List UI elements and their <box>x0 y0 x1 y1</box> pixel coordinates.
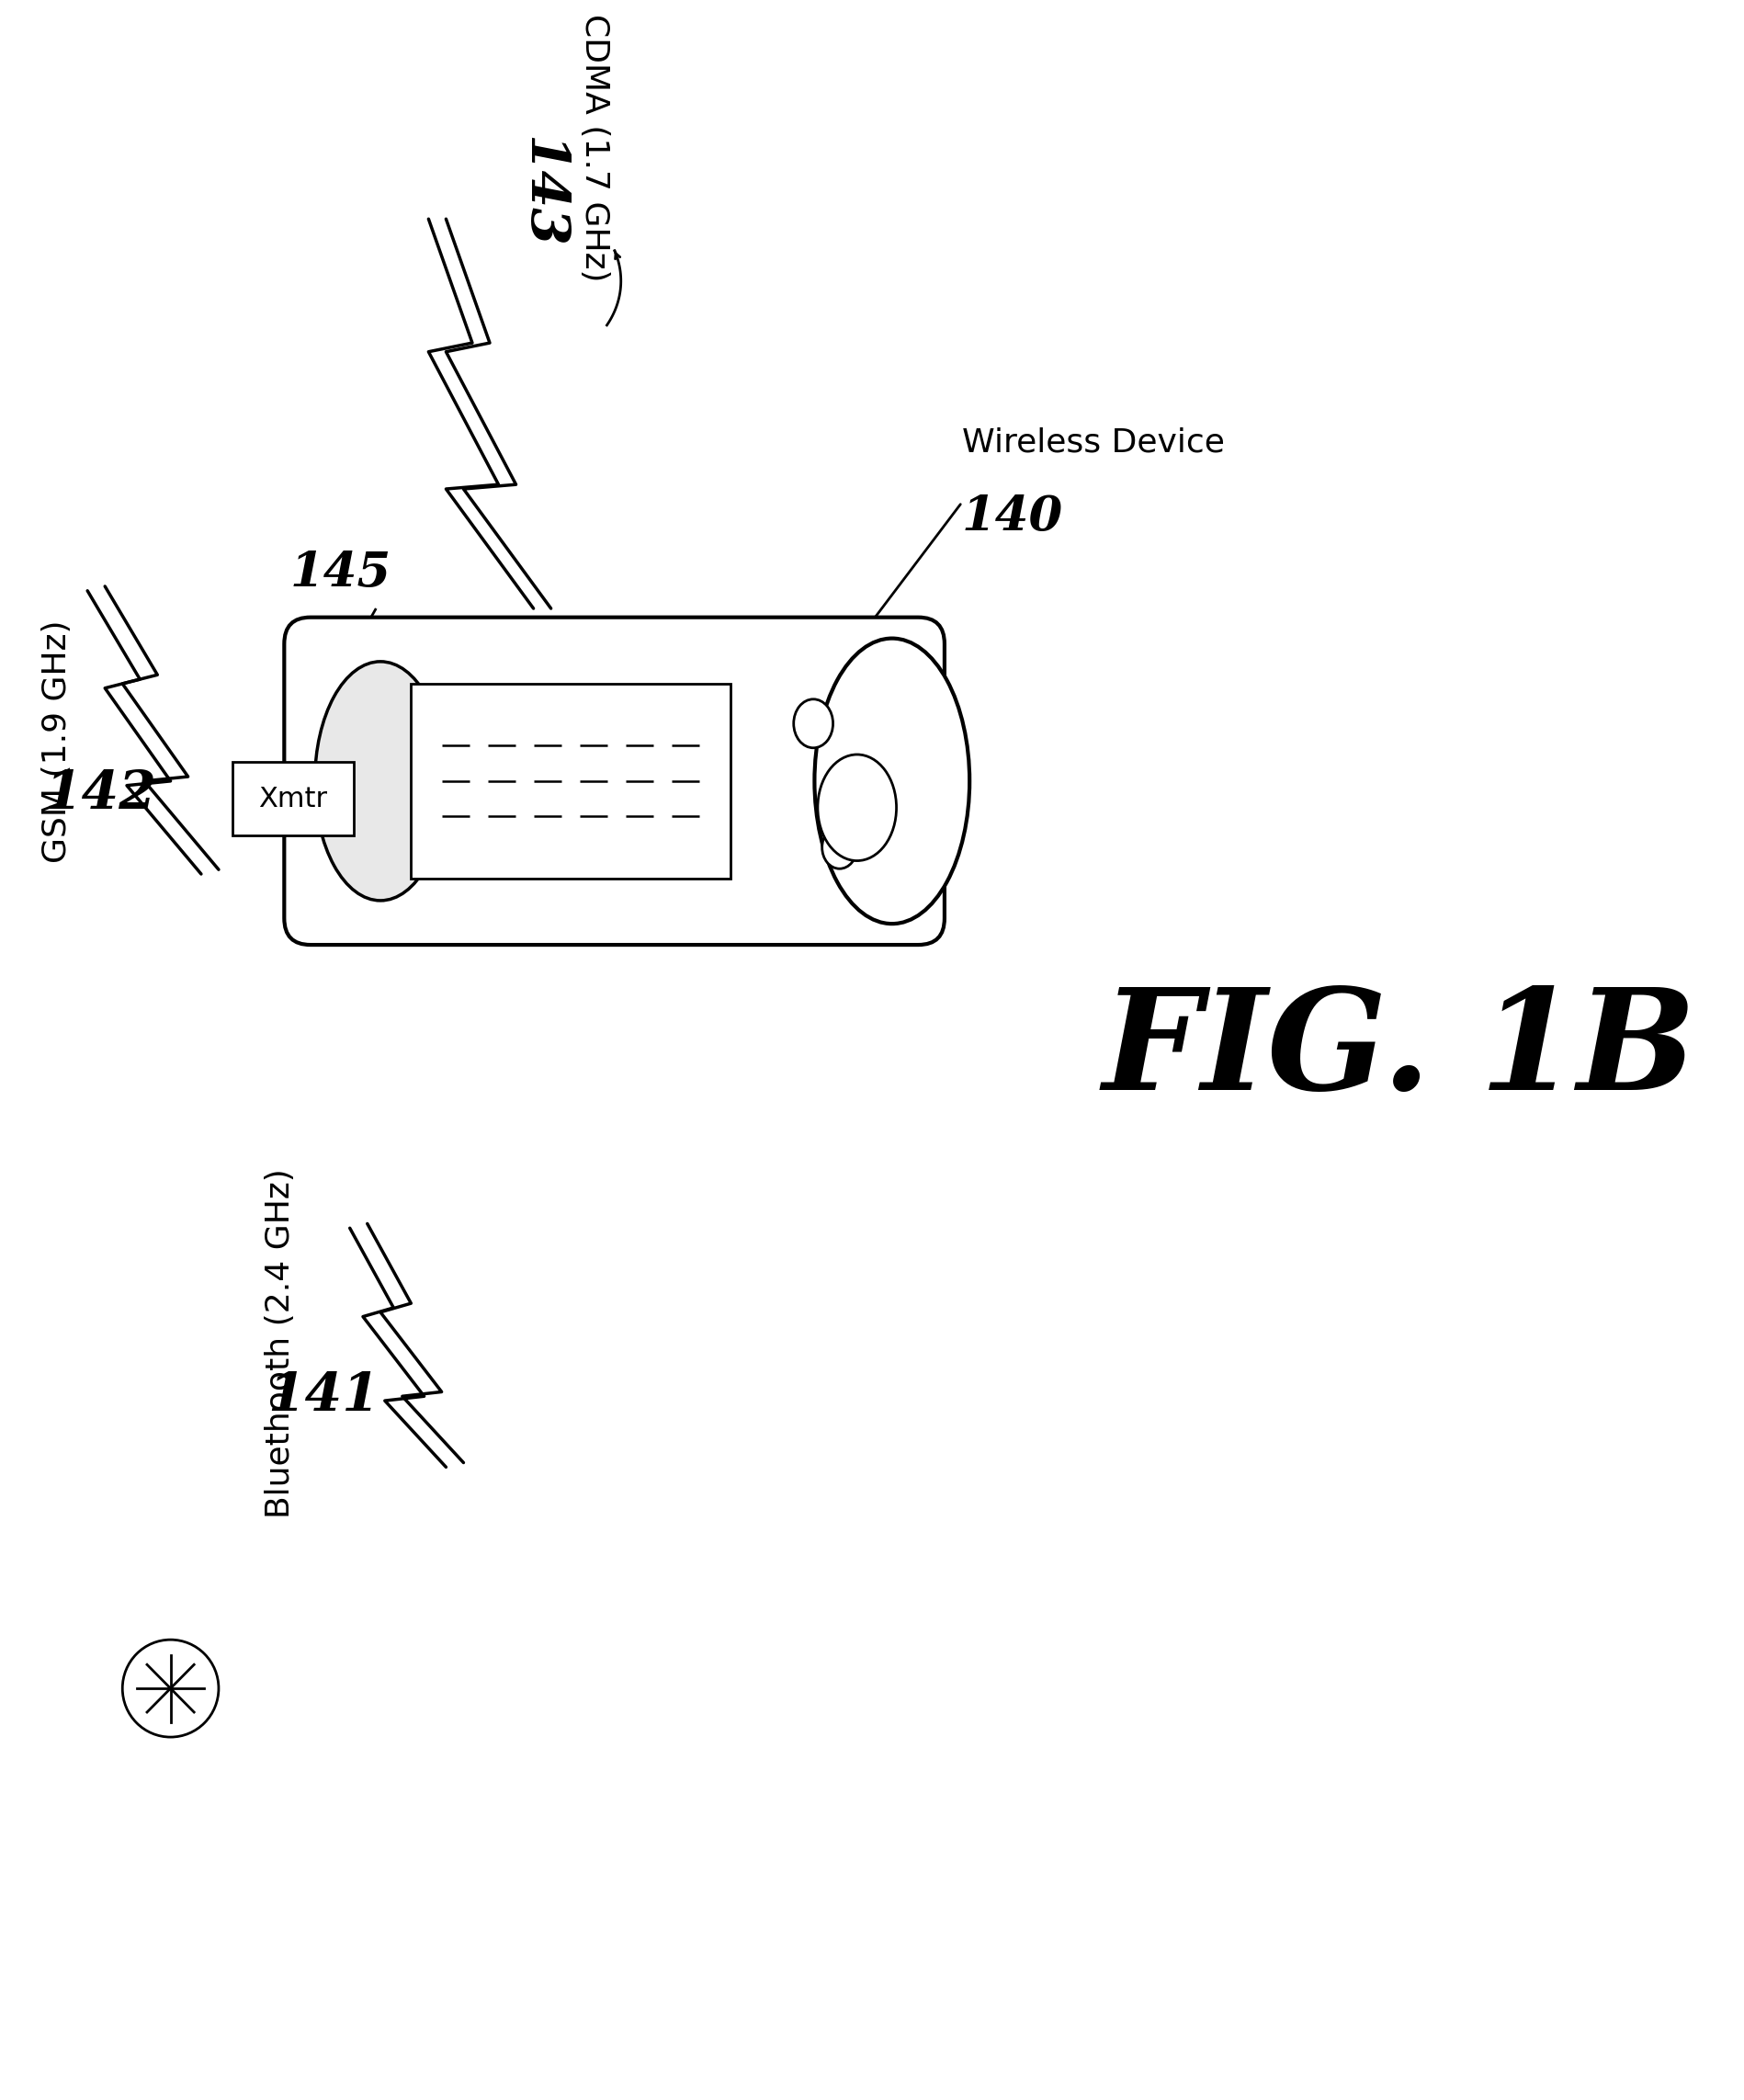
Text: 140: 140 <box>961 494 1062 540</box>
Text: 143: 143 <box>516 136 569 248</box>
Ellipse shape <box>794 699 832 748</box>
Text: 142: 142 <box>45 769 157 821</box>
Ellipse shape <box>314 662 446 901</box>
FancyBboxPatch shape <box>284 617 944 945</box>
Text: Xmtr: Xmtr <box>258 785 328 813</box>
FancyBboxPatch shape <box>412 685 729 878</box>
Text: CDMA (1.7 GHz): CDMA (1.7 GHz) <box>579 15 610 281</box>
Text: Bluethooth (2.4 GHz): Bluethooth (2.4 GHz) <box>263 1168 295 1518</box>
Ellipse shape <box>821 825 856 869</box>
Ellipse shape <box>814 638 970 924</box>
Text: Wireless Device: Wireless Device <box>961 426 1224 458</box>
Circle shape <box>122 1640 218 1737</box>
Ellipse shape <box>818 754 896 861</box>
Text: GSM (1.9 GHz): GSM (1.9 GHz) <box>42 619 73 863</box>
Text: FIG. 1B: FIG. 1B <box>1102 983 1695 1119</box>
Text: 141: 141 <box>267 1371 380 1422</box>
FancyBboxPatch shape <box>232 762 352 836</box>
Text: 145: 145 <box>290 550 391 596</box>
